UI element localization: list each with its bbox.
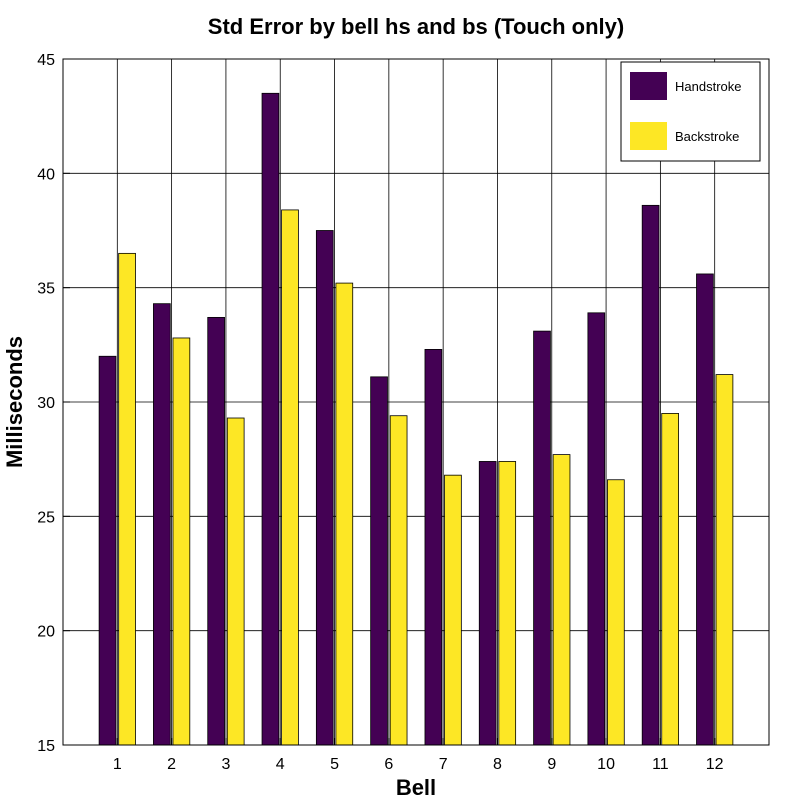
backstroke-bar <box>118 252 136 746</box>
backstroke-bar <box>552 454 571 746</box>
handstroke-bar <box>478 461 497 746</box>
x-tick-label: 11 <box>652 756 669 773</box>
backstroke-bar <box>444 474 462 746</box>
handstroke-bar <box>261 92 280 746</box>
y-tick-label: 20 <box>37 624 55 641</box>
legend-label-handstroke: Handstroke <box>675 79 741 94</box>
handstroke-bar <box>153 303 171 746</box>
plot-area-frame <box>62 58 770 746</box>
handstroke-bar <box>98 355 117 746</box>
x-tick-label: 7 <box>439 756 448 773</box>
x-tick-label: 8 <box>493 756 502 773</box>
handstroke-bar <box>315 230 334 746</box>
handstroke-bar <box>370 376 388 746</box>
handstroke-bar <box>424 349 443 746</box>
chart-title: Std Error by bell hs and bs (Touch only) <box>208 14 624 39</box>
handstroke-bar <box>641 204 660 746</box>
y-tick-label: 25 <box>37 509 55 526</box>
legend-swatch-backstroke <box>630 122 667 150</box>
bars <box>98 92 734 746</box>
y-tick-label: 30 <box>37 395 55 412</box>
legend-swatch-handstroke <box>630 72 667 100</box>
y-tick-labels: 15 20 25 30 35 40 45 <box>37 52 55 755</box>
backstroke-bar <box>281 209 299 746</box>
legend: Handstroke Backstroke <box>620 61 761 162</box>
x-tick-label: 2 <box>167 756 176 773</box>
y-tick-label: 40 <box>37 166 55 183</box>
y-tick-label: 35 <box>37 281 55 298</box>
x-tick-label: 10 <box>597 756 615 773</box>
y-tick-label: 15 <box>37 738 55 755</box>
x-tick-label: 12 <box>706 756 724 773</box>
x-tick-label: 6 <box>384 756 393 773</box>
x-tick-label: 3 <box>221 756 230 773</box>
backstroke-bar <box>607 479 625 746</box>
legend-label-backstroke: Backstroke <box>675 129 739 144</box>
handstroke-bar <box>587 312 606 746</box>
x-tick-label: 5 <box>330 756 339 773</box>
x-tick-label: 9 <box>547 756 556 773</box>
y-axis-label: Milliseconds <box>2 336 27 468</box>
backstroke-bar <box>172 337 191 746</box>
handstroke-bar <box>533 330 551 746</box>
backstroke-bar <box>335 282 354 746</box>
handstroke-bar <box>696 273 714 746</box>
backstroke-bar <box>715 374 734 746</box>
x-tick-label: 1 <box>113 756 122 773</box>
backstroke-bar <box>226 417 245 746</box>
backstroke-bar <box>661 413 679 746</box>
backstroke-bar <box>498 461 517 746</box>
handstroke-bar <box>207 316 225 746</box>
y-tick-label: 45 <box>37 52 55 69</box>
x-tick-labels: 1 2 3 4 5 6 7 8 9 10 11 12 <box>113 756 724 773</box>
x-axis-label: Bell <box>396 775 436 800</box>
x-tick-label: 4 <box>276 756 285 773</box>
backstroke-bar <box>389 415 408 746</box>
